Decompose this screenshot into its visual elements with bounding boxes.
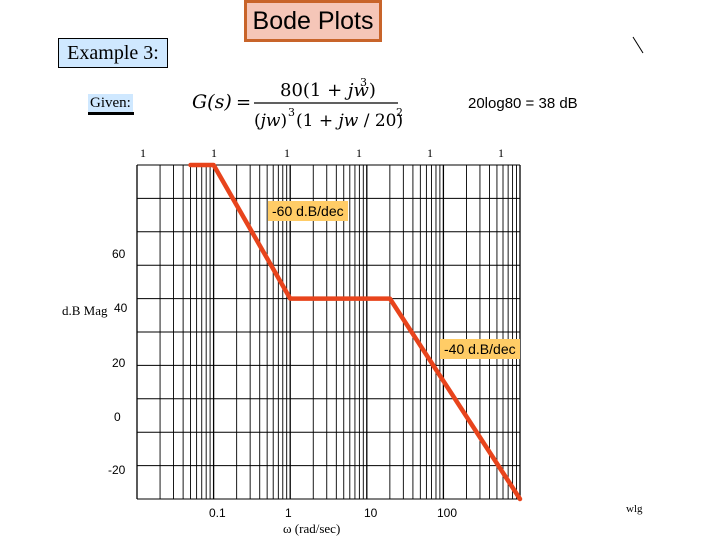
x-tick-label: 100	[437, 506, 458, 520]
y-tick-label: 0	[114, 410, 121, 424]
x-tick-label: 0.1	[209, 506, 226, 520]
y-axis-label: d.B Mag	[62, 303, 108, 318]
magnitude-asymptote-line	[188, 162, 523, 502]
gain-result: 20log80 = 38 dB	[468, 95, 578, 112]
slash-mark	[632, 36, 644, 54]
given-label: Given:	[88, 94, 133, 112]
slope-annotation: -40 d.B/dec	[440, 339, 520, 359]
svg-text:(jw): (jw)	[254, 111, 287, 131]
svg-text:3: 3	[288, 106, 295, 119]
author-initials: wlg	[626, 503, 643, 515]
svg-text:=: =	[236, 92, 251, 113]
x-tick-label: 1	[285, 506, 292, 520]
svg-text:(1 + jw / 20): (1 + jw / 20)	[296, 111, 403, 131]
x-axis-label: ω (rad/sec)	[283, 521, 341, 536]
top-tick-label: 1	[427, 146, 433, 160]
x-tick-label: 10	[364, 506, 378, 520]
slope-annotation: -60 d.B/dec	[268, 201, 348, 221]
y-tick-label: -20	[108, 463, 126, 477]
transfer-function: G(s) = 80(1 + jw) 3 (jw) 3 (1 + jw / 20)…	[188, 74, 428, 134]
y-tick-label: 60	[112, 247, 126, 261]
example-label: Example 3:	[58, 38, 168, 68]
svg-text:2: 2	[396, 106, 403, 119]
svg-text:3: 3	[360, 76, 367, 89]
svg-text:80(1 + jw): 80(1 + jw)	[280, 80, 376, 101]
top-tick-label: 1	[498, 146, 504, 160]
top-tick-label: 1	[356, 146, 362, 160]
top-tick-label: 1	[140, 146, 146, 160]
y-tick-label: 20	[112, 356, 126, 370]
svg-text:G(s): G(s)	[192, 91, 232, 113]
top-tick-label: 1	[284, 146, 290, 160]
y-tick-label: 40	[114, 301, 128, 315]
page-title: Bode Plots	[244, 0, 382, 42]
given-underline	[88, 112, 134, 115]
top-tick-label: 1	[211, 146, 217, 160]
